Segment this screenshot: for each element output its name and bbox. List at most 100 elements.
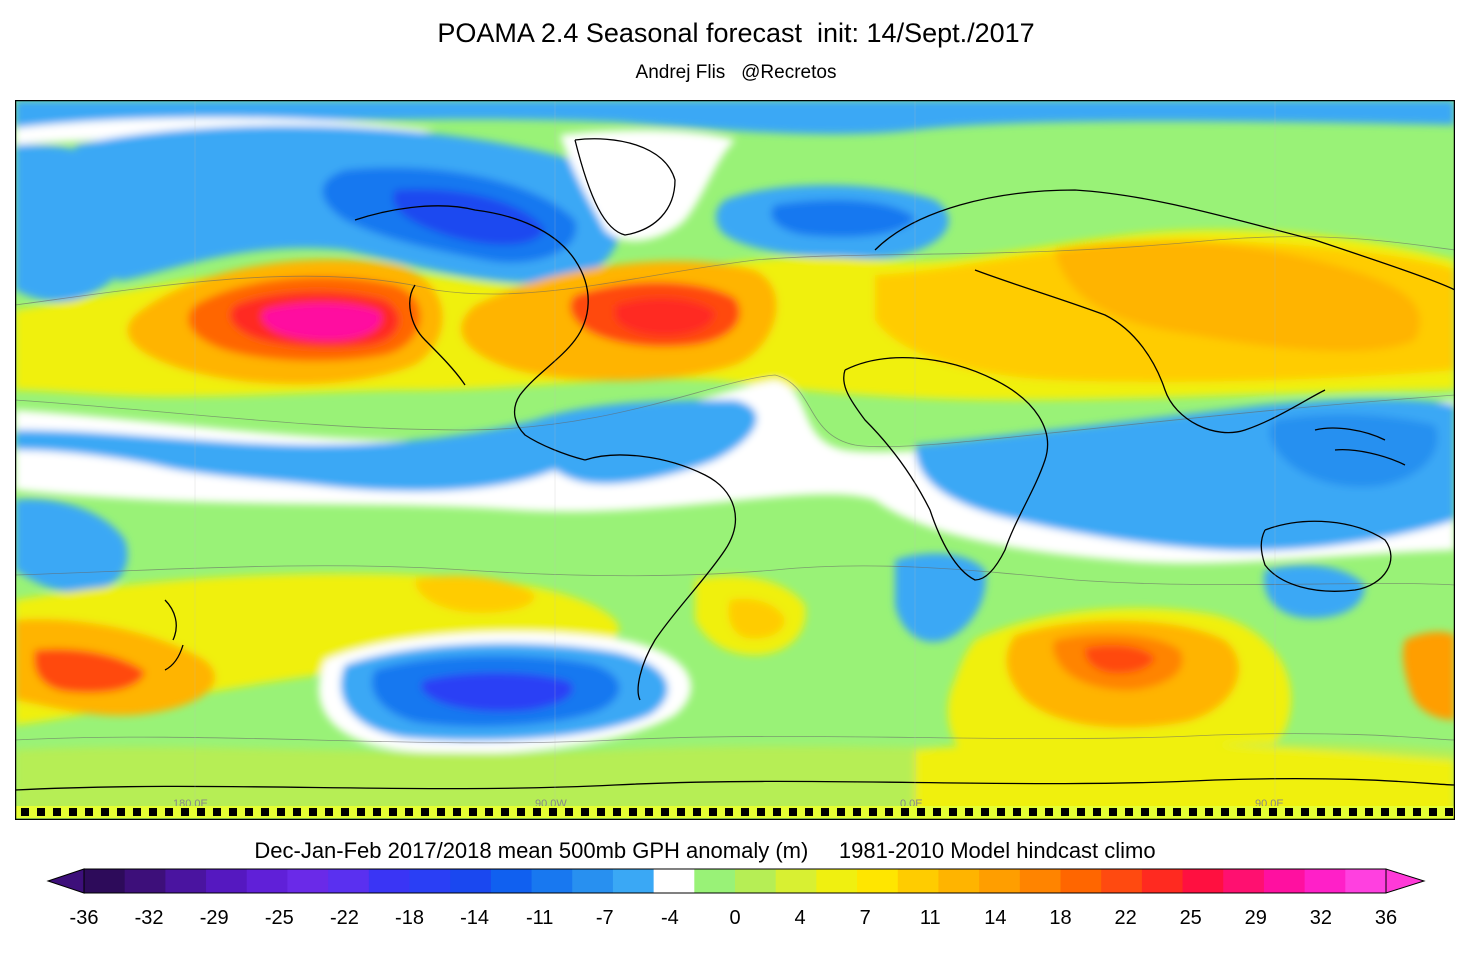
ruler-tick [117,808,125,816]
ruler-tick [1333,808,1341,816]
colorbar-tick-label: 11 [920,907,941,929]
colorbar-labels: -36 -32 -29 -25 -22 -18 -14 -11 -7 -4 0 4 7 11 14 18 22 2… [70,907,1398,929]
ruler-tick [901,808,909,816]
ruler-tick [485,808,493,816]
ruler-tick [1365,808,1373,816]
coastline-africa [843,357,1049,581]
ruler-tick [1429,808,1437,816]
colorbar-swatch [246,869,289,893]
colorbar-tick-label: -18 [395,907,424,929]
colorbar-tick-label: -11 [526,907,553,929]
colorbar-swatches [84,869,1387,893]
anomaly-region-tropical-atlantic-blue [532,400,757,484]
ruler-tick [133,808,141,816]
colorbar-tick-label: 29 [1245,907,1267,929]
ruler-tick [69,808,77,816]
colorbar-tick-label: -14 [460,907,489,929]
colorbar-swatch [450,869,492,893]
colorbar-frame [83,868,1387,894]
ruler-tick [597,808,605,816]
colorbar-tick-label: 36 [1375,907,1397,929]
colorbar-tick-label: -36 [70,907,99,929]
chart-title: POAMA 2.4 Seasonal forecast init: 14/Sep… [437,18,1035,48]
anomaly-region-africa-blue [895,553,986,642]
anomaly-region-south-indian-blue [1264,565,1365,619]
colorbar-swatch [206,869,248,893]
colorbar-swatch [1182,869,1224,893]
ruler-tick [821,808,829,816]
anomaly-region-north-atlantic-low-core [771,199,915,237]
colorbar-tick-label: -7 [596,907,614,929]
colorbar-swatch [1101,869,1143,893]
ruler-tick [293,808,301,816]
coastline-new-zealand [164,599,184,671]
ruler-tick [213,808,221,816]
colorbar-tick-label: 22 [1114,907,1136,929]
colorbar-swatch [1223,869,1265,893]
colorbar-swatch [531,869,573,893]
ruler-tick [453,808,461,816]
colorbar-swatch [124,869,166,893]
ruler-tick [21,808,29,816]
colorbar-swatch [490,869,533,893]
ruler-tick [1013,808,1021,816]
ruler-tick [917,808,925,816]
ruler-tick [181,808,189,816]
ruler-tick [53,808,61,816]
ruler-tick [997,808,1005,816]
ruler-tick [1061,808,1069,816]
ruler-tick [645,808,653,816]
ruler-tick [789,808,797,816]
anomaly-region-southwest-pacific-blue [15,499,128,593]
ruler-tick [309,808,317,816]
contour-line [15,733,1455,744]
ruler-tick [501,808,509,816]
colorbar-swatch [84,869,126,893]
chart-subtitle: Andrej Flis @Recretos [635,62,837,83]
ruler-tick [1029,808,1037,816]
ruler-tick [853,808,861,816]
ruler-tick [1125,808,1133,816]
ruler-tick [837,808,845,816]
ruler-tick [197,808,205,816]
ruler-tick [165,808,173,816]
colorbar-swatch [165,869,207,893]
ruler-tick [629,808,637,816]
anomaly-region-arctic-blue [15,100,1455,135]
ruler-tick [549,808,557,816]
colorbar-left-arrow [46,868,85,894]
ruler-tick [933,808,941,816]
ruler-tick [229,808,237,816]
colorbar-tick-label: -4 [661,907,679,929]
colorbar-swatch [1141,869,1184,893]
colorbar-tick-label: 32 [1310,907,1332,929]
coastline-antarctica [15,777,1455,791]
ruler-tick [357,808,365,816]
anomaly-region-southeast-indian-warm [1402,631,1455,720]
colorbar-swatch [328,869,370,893]
ruler-tick [661,808,669,816]
ruler-tick [757,808,765,816]
colorbar-tick-label: 25 [1180,907,1202,929]
colorbar-tick-label: 4 [795,907,806,929]
ruler-tick [1349,808,1357,816]
anomaly-map: 180.0E 90.0W 0.0E 90.0E [15,100,1455,820]
colorbar-swatch [694,869,736,893]
colorbar-swatch [287,869,329,893]
ruler-tick [405,808,413,816]
coastline-north-america [354,205,589,461]
anomaly-region-antarctic-low-core [421,672,573,712]
anomaly-region-canada-low-inner [393,189,545,245]
ruler-tick [1205,808,1213,816]
ruler-tick [325,808,333,816]
coastline-greenland [574,138,676,236]
colorbar-tick-label: -25 [265,907,294,929]
ruler-tick [613,808,621,816]
colorbar-swatch [1345,869,1387,893]
anomaly-region-north-pacific-high-core [261,302,382,341]
ruler-tick [1253,808,1261,816]
colorbar-swatch [653,869,695,893]
ruler-tick [1045,808,1053,816]
colorbar-swatch [857,869,899,893]
ruler-tick [869,808,877,816]
